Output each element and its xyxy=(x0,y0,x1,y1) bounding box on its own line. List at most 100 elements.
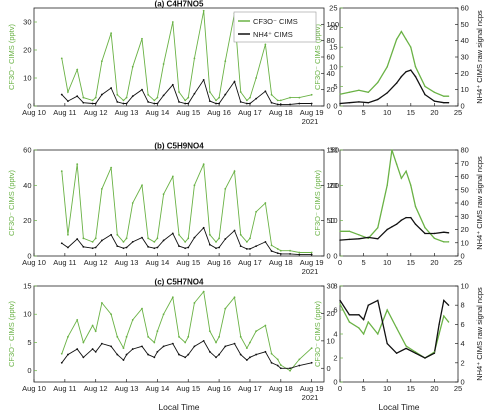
data-point-cf3o xyxy=(298,358,301,361)
x-tick-label: 25 xyxy=(454,258,462,267)
data-point-cf3o xyxy=(218,335,221,338)
y-left-tick-label: 20 xyxy=(329,181,337,190)
data-point-nh4 xyxy=(400,75,403,78)
data-point-cf3o xyxy=(100,187,103,190)
data-point-cf3o xyxy=(339,230,341,232)
data-point-nh4 xyxy=(270,250,273,252)
x-tick-label: Aug 11 xyxy=(53,258,76,267)
data-point-nh4 xyxy=(310,102,313,105)
data-point-cf3o xyxy=(82,96,85,99)
data-point-nh4 xyxy=(424,93,426,96)
y-right-tick-label: 0 xyxy=(327,364,331,373)
data-point-nh4 xyxy=(162,94,165,97)
y-left-tick-label: 25 xyxy=(329,4,337,13)
data-point-nh4 xyxy=(443,299,445,302)
data-point-nh4 xyxy=(414,75,417,78)
y-right-tick-label: 20 xyxy=(327,309,335,318)
data-point-cf3o xyxy=(116,93,119,96)
y-right-tick-label: 0 xyxy=(461,102,465,111)
data-point-nh4 xyxy=(443,102,445,104)
data-point-cf3o xyxy=(122,99,125,102)
data-point-cf3o xyxy=(395,163,398,165)
y-left-tick-label: 4 xyxy=(333,330,337,339)
x-tick-label: Aug 12 xyxy=(84,258,108,267)
data-point-cf3o xyxy=(171,296,174,299)
data-point-nh4 xyxy=(424,232,426,235)
data-point-nh4 xyxy=(215,102,217,105)
data-point-nh4 xyxy=(94,350,97,353)
y-left-tick-label: 8 xyxy=(333,282,337,291)
data-point-nh4 xyxy=(125,246,128,249)
data-point-nh4 xyxy=(447,102,450,104)
x-tick-label: Aug 14 xyxy=(146,108,170,117)
x-tick-label: 0 xyxy=(338,108,342,117)
data-point-nh4 xyxy=(147,353,150,356)
panel-title: (a) C4H7NO5 xyxy=(155,0,204,9)
y-left-tick-label: 5 xyxy=(27,338,31,347)
data-point-cf3o xyxy=(405,170,407,172)
data-point-nh4 xyxy=(131,240,134,243)
data-point-cf3o xyxy=(215,240,217,243)
y-right-tick-label: 10 xyxy=(327,336,335,345)
data-point-nh4 xyxy=(443,231,445,233)
data-point-nh4 xyxy=(156,350,159,353)
y-right-tick-label: 80 xyxy=(461,146,469,155)
data-point-nh4 xyxy=(122,247,125,250)
data-point-nh4 xyxy=(178,245,180,248)
data-point-nh4 xyxy=(110,87,113,89)
data-point-cf3o xyxy=(224,307,227,310)
y-right-tick-label: 0 xyxy=(461,252,465,261)
data-point-cf3o xyxy=(76,163,79,166)
data-point-cf3o xyxy=(310,93,313,96)
data-point-cf3o xyxy=(153,240,156,243)
data-point-nh4 xyxy=(447,304,450,306)
data-point-nh4 xyxy=(410,216,412,219)
data-point-cf3o xyxy=(348,230,351,232)
y-left-tick-label: 0 xyxy=(27,102,31,111)
x-tick-label: Aug 16 xyxy=(207,258,231,267)
data-point-cf3o xyxy=(224,60,227,63)
x-tick-label: 15 xyxy=(407,108,415,117)
x-tick-label: Aug 10 xyxy=(22,258,46,267)
data-point-cf3o xyxy=(391,149,393,151)
x-tick-label: Aug 14 xyxy=(146,258,170,267)
data-point-nh4 xyxy=(153,102,156,105)
data-point-cf3o xyxy=(82,237,85,240)
data-point-nh4 xyxy=(348,102,351,104)
y-left-tick-label: 15 xyxy=(23,282,31,291)
data-point-nh4 xyxy=(110,345,113,348)
data-point-nh4 xyxy=(184,102,187,105)
data-point-cf3o xyxy=(276,358,279,361)
data-point-nh4 xyxy=(193,92,196,95)
data-point-cf3o xyxy=(147,93,150,96)
panel-title: (c) C5H7NO4 xyxy=(155,278,204,287)
data-point-nh4 xyxy=(91,348,94,350)
panel-c-timeseries: Aug 10 Aug 11 Aug 12 Aug 13 Aug 14 Aug 15 Aug … xyxy=(7,278,350,403)
data-point-cf3o xyxy=(94,237,97,240)
y-right-tick-label: 60 xyxy=(461,172,469,181)
data-point-cf3o xyxy=(156,96,159,99)
data-point-nh4 xyxy=(82,245,85,248)
data-point-nh4 xyxy=(116,245,119,248)
y-right-tick-label: 20 xyxy=(461,69,469,78)
y-left-tick-label: 0 xyxy=(27,252,31,261)
data-point-nh4 xyxy=(202,339,205,342)
data-point-nh4 xyxy=(178,101,180,103)
data-point-nh4 xyxy=(162,345,165,348)
data-point-cf3o xyxy=(443,241,445,243)
data-point-cf3o xyxy=(245,347,248,350)
data-point-nh4 xyxy=(187,353,190,356)
y-left-axis-label: CF3O⁻ CIMS (pptv) xyxy=(313,169,322,236)
data-point-cf3o xyxy=(215,341,217,344)
data-point-cf3o xyxy=(193,184,196,187)
y-right-tick-label: 50 xyxy=(461,185,469,194)
data-point-cf3o xyxy=(386,66,388,68)
data-point-cf3o xyxy=(424,85,426,88)
data-point-cf3o xyxy=(91,240,94,243)
data-point-cf3o xyxy=(100,302,103,304)
data-point-nh4 xyxy=(386,92,388,94)
data-point-nh4 xyxy=(386,228,388,231)
data-point-cf3o xyxy=(202,290,205,293)
data-point-cf3o xyxy=(171,175,174,178)
x-tick-label: Aug 10 xyxy=(22,384,46,393)
